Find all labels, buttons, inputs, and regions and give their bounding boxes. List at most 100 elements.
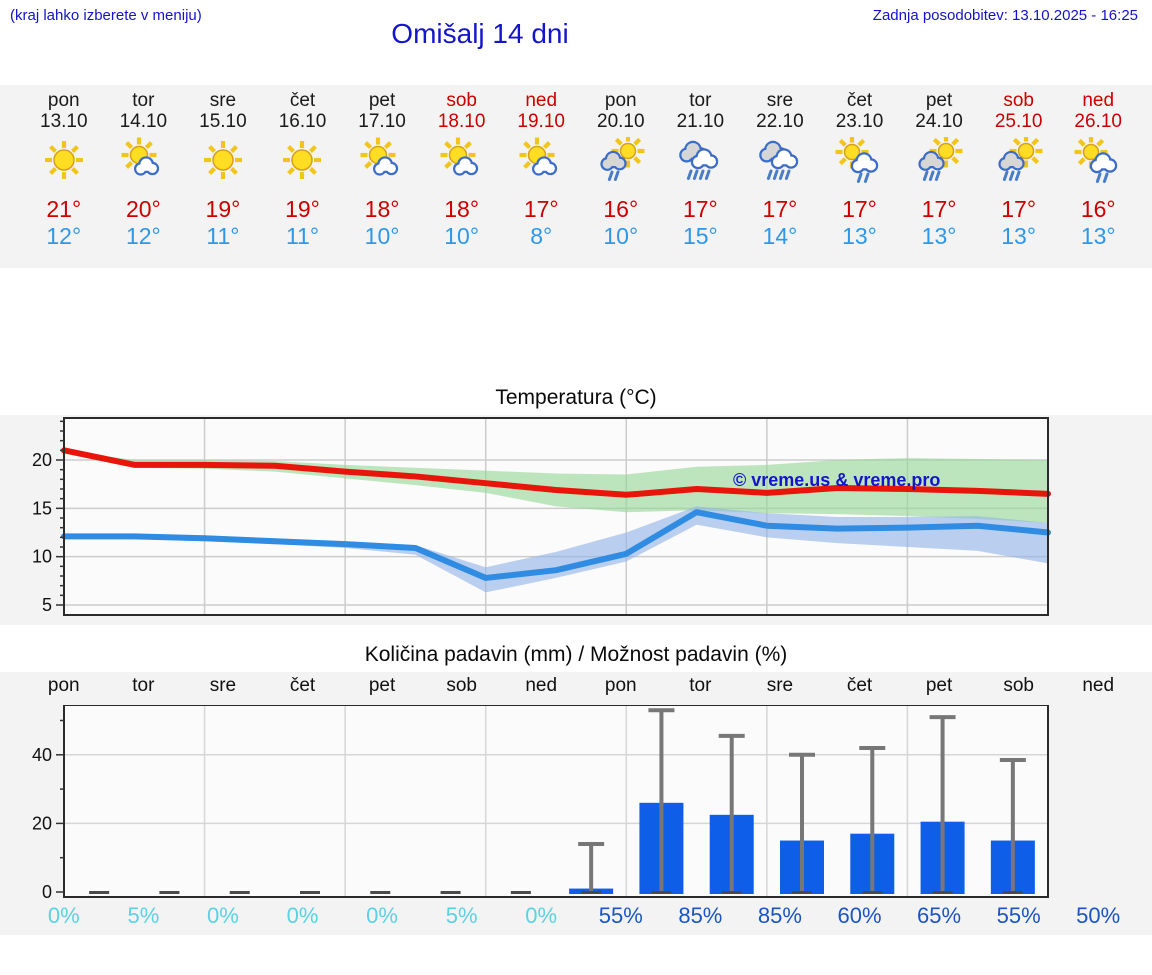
precip-day-label: ned [1082,675,1115,696]
precip-probability-label: 60% [837,903,882,928]
temp-min: 10° [364,223,400,249]
sun-cloud-rain-icon [1058,135,1138,185]
precip-probability-row: 0% 5% 0% 0% 0% 5% 0% 55% 85% 85% 60% 65% 55% 50% [0,903,1152,929]
day-date: 20.10 [597,111,645,132]
sun-icon [24,137,104,185]
forecast-day-column: sre 22.10 17° 14° [740,90,820,268]
precip-y-tick-label: 40 [32,745,52,765]
temp-min: 10° [444,223,480,249]
temp-min: 15° [682,223,718,249]
precip-day-label: sre [766,675,794,696]
precip-day-label: ned [525,675,558,696]
day-date: 17.10 [358,111,406,132]
sun-rain-3-icon [899,134,979,185]
forecast-day-column: pet 24.10 17° 13° [899,90,979,268]
precip-day-label: čet [289,675,316,696]
precip-probability-label: 5% [445,903,478,928]
day-date: 25.10 [994,111,1043,132]
day-date: 22.10 [756,111,804,132]
precip-probability-label: 85% [757,903,802,928]
day-name: pon [47,90,80,111]
precip-day-label: sob [1003,675,1034,696]
temp-y-tick-label: 10 [32,547,52,567]
precip-probability-label: 85% [678,903,723,928]
precip-day-label: pet [925,675,953,696]
day-date: 13.10 [40,111,88,132]
temp-max: 20° [125,196,161,222]
sun-cloud-rain-icon [820,135,900,185]
temp-max: 16° [603,196,639,222]
page-title: Omišalj 14 dni [391,18,569,49]
day-date: 19.10 [517,111,565,132]
day-name: sre [766,90,794,111]
temperature-chart-title: Temperatura (°C) [495,386,657,409]
min-temp-line [61,509,1051,581]
temp-max: 17° [762,196,798,222]
sun-cloud-icon [342,137,422,185]
temp-max: 17° [682,196,718,222]
temp-max: 17° [921,196,957,222]
day-date: 23.10 [835,111,884,132]
precip-probability-label: 0% [47,903,80,928]
sun-rain-3-icon [979,134,1059,185]
precip-day-label: čet [846,675,873,696]
forecast-day-column: sre 15.10 19° 11° [183,90,263,268]
sun-cloud-icon [422,137,502,185]
forecast-day-column: pon 20.10 16° 10° [581,90,661,268]
temp-max: 17° [1001,196,1037,222]
precip-day-label: sob [446,675,477,696]
precip-probability-label: 0% [286,903,319,928]
precip-day-label: tor [689,675,712,696]
day-date: 24.10 [915,111,963,132]
day-name: ned [525,90,558,111]
rain-heavy-icon [740,137,820,185]
precip-probability-label: 5% [127,903,160,928]
temp-min: 8° [530,223,553,249]
temp-min: 11° [206,223,240,249]
sun-rain-2-icon [581,134,661,185]
temp-min: 12° [46,223,82,249]
precip-day-label: tor [132,675,155,696]
temp-min: 12° [125,223,161,249]
precip-day-label: pon [47,675,80,696]
day-name: pet [368,90,396,111]
temp-min: 13° [1001,223,1037,249]
precipitation-chart-svg: 0 20 40 [32,705,1049,902]
forecast-day-column: čet 16.10 19° 11° [263,90,343,268]
precip-y-tick-label: 20 [32,813,52,833]
forecast-day-column: pon 13.10 21° 12° [24,90,104,268]
temperature-chart-svg: © vreme.us & vreme.pro 5 10 15 20 [32,417,1051,616]
precip-day-label: pon [604,675,637,696]
precip-probability-label: 55% [598,903,643,928]
precipitation-chart: pon tor sre čet pet sob ned pon tor sre čet pet sob n… [0,672,1152,935]
forecast-day-column: tor 21.10 17° 15° [661,90,741,268]
temperature-chart: © vreme.us & vreme.pro 5 10 15 20 [0,415,1152,625]
temp-y-tick-label: 5 [42,595,52,615]
temp-y-tick-label: 20 [32,450,52,470]
day-date: 14.10 [119,111,168,132]
day-name: sob [1003,90,1034,111]
temp-min: 10° [603,223,639,249]
temp-min: 13° [1080,223,1116,249]
precip-probability-label: 55% [996,903,1041,928]
forecast-strip: pon 13.10 21° 12° tor 14.10 20° 12° sre 15.10 19° 1… [0,85,1152,268]
temp-max: 19° [205,196,241,222]
sun-icon [183,137,263,185]
sun-icon [263,137,343,185]
temp-max: 19° [285,196,320,222]
temp-min: 13° [842,223,877,249]
temp-min: 13° [921,223,957,249]
day-name: čet [846,90,873,111]
day-date: 16.10 [278,111,327,132]
day-name: tor [689,90,712,111]
temp-min: 14° [762,223,798,249]
temp-y-tick-label: 15 [32,498,52,518]
forecast-day-column: ned 19.10 17° 8° [501,90,581,268]
sun-cloud-icon [501,137,581,185]
precip-day-label: sre [209,675,237,696]
forecast-day-column: tor 14.10 20° 12° [104,90,184,268]
precipitation-chart-title: Količina padavin (mm) / Možnost padavin … [364,643,788,666]
day-date: 21.10 [676,111,725,132]
forecast-day-column: pet 17.10 18° 10° [342,90,422,268]
